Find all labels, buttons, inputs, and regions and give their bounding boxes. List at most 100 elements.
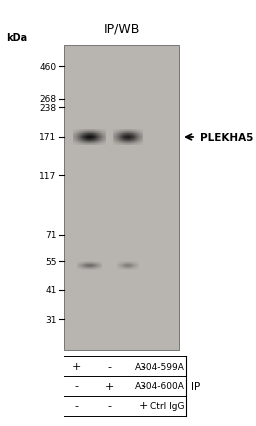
Bar	[129, 131, 130, 132]
Bar	[76, 129, 77, 130]
Bar	[121, 132, 122, 133]
Bar	[95, 133, 96, 134]
Bar	[130, 142, 131, 143]
Bar	[84, 134, 85, 135]
Bar	[76, 130, 77, 131]
Bar	[77, 137, 78, 138]
Bar	[100, 136, 101, 137]
Bar	[99, 131, 100, 132]
Bar	[119, 141, 120, 142]
Bar	[128, 134, 129, 135]
Bar	[83, 137, 84, 138]
Bar	[82, 142, 83, 143]
Bar	[142, 132, 143, 133]
Bar	[105, 139, 106, 140]
Bar	[101, 135, 102, 136]
Bar	[94, 140, 95, 141]
Bar	[80, 135, 81, 136]
Bar	[124, 131, 125, 132]
Bar	[83, 144, 84, 145]
Bar	[103, 130, 104, 131]
Bar	[78, 132, 79, 133]
Bar	[124, 145, 125, 146]
Bar	[73, 142, 74, 143]
Bar	[115, 137, 116, 138]
Bar	[123, 132, 124, 133]
Bar	[87, 137, 88, 138]
Bar	[95, 138, 96, 139]
Bar	[101, 142, 102, 143]
Bar	[118, 135, 119, 136]
Bar	[142, 144, 143, 145]
Bar	[136, 145, 137, 146]
Bar	[140, 139, 141, 140]
Bar	[81, 133, 82, 134]
Bar	[118, 141, 119, 142]
Bar	[95, 145, 96, 146]
Bar	[74, 143, 75, 144]
Bar	[91, 130, 92, 131]
Bar	[133, 140, 134, 141]
Bar	[75, 136, 76, 137]
Bar	[140, 140, 141, 141]
Bar	[93, 144, 94, 145]
Bar	[113, 140, 114, 141]
Bar	[124, 141, 125, 142]
Bar	[88, 143, 89, 144]
Bar	[99, 144, 100, 145]
Bar	[116, 129, 117, 130]
Bar	[120, 139, 121, 140]
Bar	[99, 141, 100, 142]
Bar	[78, 136, 79, 137]
Bar	[105, 130, 106, 131]
Text: 55: 55	[45, 257, 57, 266]
Bar	[136, 139, 137, 140]
Bar	[102, 143, 103, 144]
Bar	[116, 138, 117, 139]
Bar	[139, 138, 140, 139]
Bar	[118, 130, 119, 131]
Bar	[82, 136, 83, 137]
Bar	[92, 142, 93, 143]
Bar	[91, 144, 92, 145]
Bar	[128, 136, 129, 137]
Bar	[86, 140, 87, 141]
Bar	[104, 132, 105, 133]
Bar	[117, 132, 118, 133]
Bar	[140, 141, 141, 142]
Bar	[125, 138, 126, 139]
Bar	[130, 137, 131, 138]
Bar	[127, 143, 128, 144]
Bar	[85, 144, 86, 145]
Bar	[74, 133, 75, 134]
Bar	[117, 131, 118, 132]
Bar	[117, 141, 118, 142]
Bar	[119, 132, 120, 133]
Bar	[78, 144, 79, 145]
Bar	[81, 141, 82, 142]
Bar	[142, 139, 143, 140]
Bar	[142, 135, 143, 136]
Bar	[84, 131, 85, 132]
Bar	[140, 143, 141, 144]
Bar	[115, 140, 116, 141]
Bar	[119, 130, 120, 131]
Bar	[103, 134, 104, 135]
Bar	[103, 141, 104, 142]
Bar	[98, 138, 99, 139]
Bar	[80, 133, 81, 134]
Bar	[140, 136, 141, 137]
Bar	[138, 136, 139, 137]
Bar	[98, 131, 99, 132]
Bar	[80, 142, 81, 143]
Bar	[89, 138, 90, 139]
Bar	[79, 129, 80, 130]
Bar	[96, 138, 97, 139]
Bar	[103, 132, 104, 133]
Bar	[128, 143, 129, 144]
Bar	[79, 136, 80, 137]
Bar	[122, 133, 123, 134]
Bar	[97, 142, 98, 143]
Bar	[93, 145, 94, 146]
Bar	[97, 135, 98, 136]
